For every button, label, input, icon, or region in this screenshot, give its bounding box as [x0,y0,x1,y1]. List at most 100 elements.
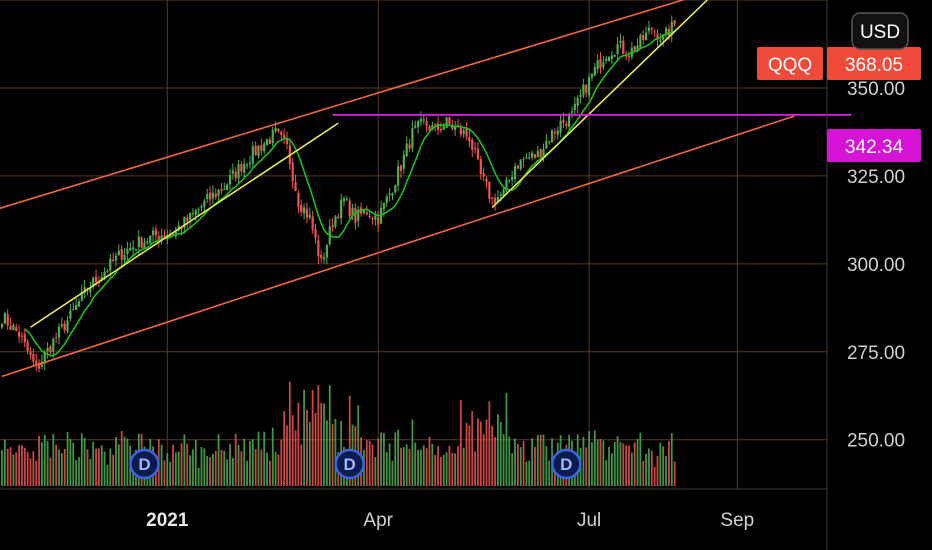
candle[interactable] [371,216,374,225]
candle[interactable] [388,188,391,202]
candle[interactable] [391,192,394,201]
candle[interactable] [622,35,625,55]
candle[interactable] [402,149,405,175]
candle[interactable] [550,128,554,143]
candle[interactable] [593,62,596,77]
candle[interactable] [23,328,26,348]
candle[interactable] [559,113,562,138]
candle[interactable] [240,161,243,176]
candle[interactable] [351,203,354,221]
candle[interactable] [20,332,24,343]
candle[interactable] [576,95,579,114]
trendline-2[interactable] [491,0,714,209]
candle[interactable] [408,138,411,152]
candle[interactable] [69,304,72,322]
candle[interactable] [653,29,656,38]
candle[interactable] [647,20,651,35]
trendline-1[interactable] [30,122,339,328]
candle[interactable] [303,203,306,220]
candle[interactable] [143,238,146,250]
candle[interactable] [114,252,118,267]
candle[interactable] [419,111,423,127]
candle[interactable] [194,208,197,222]
candle[interactable] [248,155,252,169]
candle[interactable] [237,159,240,185]
candle[interactable] [294,174,297,192]
candle[interactable] [0,323,4,330]
candle[interactable] [291,158,294,189]
drawing-lines[interactable] [0,0,852,378]
candle[interactable] [508,179,511,184]
candle[interactable] [63,320,66,334]
candle[interactable] [405,136,408,158]
candle[interactable] [228,168,232,190]
candle[interactable] [66,315,69,334]
candle[interactable] [226,183,229,191]
candle[interactable] [602,56,605,71]
candle[interactable] [468,129,471,148]
candle[interactable] [411,120,414,153]
candle[interactable] [134,248,138,252]
candle[interactable] [257,144,260,159]
candle[interactable] [234,167,237,182]
candle[interactable] [320,249,323,263]
candle[interactable] [436,116,440,136]
candle[interactable] [186,214,189,229]
candle[interactable] [354,203,357,230]
candle[interactable] [15,323,18,332]
candle[interactable] [385,194,388,207]
candle[interactable] [362,209,366,216]
candle[interactable] [519,159,522,172]
candle[interactable] [157,231,160,248]
candle[interactable] [117,244,120,256]
candle[interactable] [522,157,525,168]
candle[interactable] [260,138,263,156]
candle[interactable] [322,252,326,264]
candle[interactable] [439,122,442,133]
candle[interactable] [417,119,420,134]
candle[interactable] [77,298,81,307]
candle[interactable] [140,236,143,249]
candle[interactable] [200,203,203,212]
candle[interactable] [485,176,488,188]
candle[interactable] [18,324,21,343]
candle[interactable] [619,33,622,49]
candlestick-series[interactable] [0,15,676,373]
candle[interactable] [208,186,212,206]
candle[interactable] [613,54,616,57]
candle[interactable] [325,244,328,265]
candle[interactable] [414,120,417,129]
candle[interactable] [528,151,531,160]
candle[interactable] [211,185,214,204]
candle[interactable] [545,133,548,150]
candle[interactable] [120,244,123,267]
candle[interactable] [72,302,75,311]
candle[interactable] [308,207,311,220]
candle[interactable] [285,131,289,150]
candle[interactable] [223,182,226,191]
candle[interactable] [314,223,317,244]
candle[interactable] [491,196,494,206]
candle[interactable] [243,158,246,179]
candle[interactable] [548,140,551,145]
candle[interactable] [55,332,58,344]
candle[interactable] [394,184,397,195]
candle[interactable] [465,122,468,140]
candle[interactable] [151,226,155,242]
candle[interactable] [268,136,271,145]
candle[interactable] [331,218,334,232]
candle[interactable] [607,56,611,62]
candle[interactable] [12,322,15,331]
candle[interactable] [531,150,534,161]
candle[interactable] [317,234,320,264]
candle[interactable] [305,202,309,223]
candle[interactable] [174,226,177,240]
candle[interactable] [92,276,95,290]
candle[interactable] [57,323,61,345]
candle[interactable] [340,193,343,225]
candle[interactable] [616,36,619,61]
candle[interactable] [454,121,457,136]
candle[interactable] [126,241,129,261]
candle[interactable] [482,167,485,182]
candle[interactable] [109,253,112,277]
